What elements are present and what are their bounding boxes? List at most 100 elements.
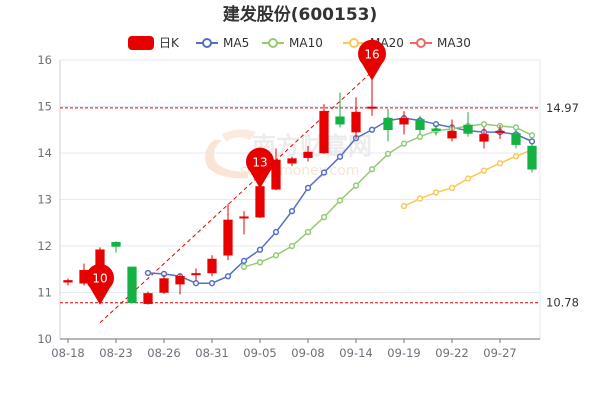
trend-line — [99, 71, 373, 324]
y-tick-label: 16 — [37, 53, 52, 67]
x-tick-label: 08-31 — [195, 346, 228, 360]
ma5-point — [208, 280, 216, 287]
candle-body — [191, 273, 201, 276]
price-pin-label: 16 — [364, 48, 379, 62]
y-tick-label: 10 — [37, 332, 52, 346]
ma10-point — [512, 124, 520, 131]
ma20-point — [432, 189, 440, 196]
ma5-point — [240, 257, 248, 265]
price-pin — [246, 147, 275, 189]
candle-body — [383, 117, 393, 130]
candle-body — [479, 134, 489, 142]
watermark: 南方财富网 southmoney.com — [205, 129, 372, 179]
candle-body — [207, 258, 217, 274]
ma10-point — [288, 242, 296, 250]
candle-body — [127, 266, 137, 303]
x-axis: 08-18 08-23 08-26 08-31 09-05 09-08 09-14 09-19… — [51, 339, 517, 360]
candle-body — [319, 110, 329, 154]
ma10-point — [384, 150, 392, 158]
y-tick-label: 11 — [37, 286, 52, 300]
x-tick-label: 08-26 — [147, 346, 180, 360]
legend-swatch-candle — [128, 36, 154, 50]
ma5-point — [288, 207, 296, 215]
ma10-point — [528, 132, 536, 139]
legend-swatch-dot — [202, 38, 212, 48]
candle-body — [159, 278, 169, 293]
x-tick-label: 09-22 — [435, 346, 468, 360]
candle-body — [447, 130, 457, 139]
candle-body — [303, 151, 313, 158]
candle-body — [143, 293, 153, 304]
candle-body — [431, 128, 441, 131]
ma10-point — [240, 263, 248, 271]
price-pin-label: 13 — [252, 155, 267, 169]
ma10-point — [256, 259, 264, 266]
x-tick-label: 09-19 — [387, 346, 420, 360]
ma20-point — [464, 175, 472, 182]
candle-body — [175, 275, 185, 285]
y-tick-label: 15 — [37, 100, 52, 114]
candle-body — [351, 111, 361, 133]
candle-body — [335, 116, 345, 125]
ma20-point — [512, 153, 520, 160]
ma10-point — [416, 133, 424, 140]
ma5-point — [368, 126, 376, 133]
ma5-point — [336, 153, 344, 160]
candle-body — [367, 106, 377, 109]
ma20-point — [480, 167, 488, 174]
x-tick-label: 09-27 — [483, 346, 516, 360]
legend-swatch-dot — [416, 38, 426, 48]
price-pin — [86, 263, 114, 305]
ma10-point — [336, 197, 344, 204]
legend-swatch-dot — [349, 38, 359, 48]
x-tick-label: 08-23 — [99, 346, 132, 360]
y-tick-label: 14 — [37, 146, 52, 160]
ma10-point — [272, 252, 280, 259]
ma10-point — [400, 140, 408, 147]
candle-body — [463, 124, 473, 134]
candle-body — [511, 133, 521, 145]
chart-title: 建发股份(600153) — [223, 4, 378, 25]
candle-body — [287, 158, 297, 164]
reference-line-label: 14.97 — [546, 101, 579, 115]
price-pin — [358, 39, 387, 81]
ma5-point — [304, 184, 312, 192]
price-pin-label: 10 — [92, 272, 107, 286]
x-tick-label: 09-08 — [291, 346, 324, 360]
ma5-point — [144, 269, 152, 277]
candle-body — [111, 242, 121, 247]
legend-swatch-dot — [268, 38, 278, 48]
x-tick-label: 09-14 — [339, 346, 372, 360]
candle-body — [495, 130, 505, 133]
ma5-point — [192, 280, 200, 287]
ma20-point — [448, 184, 456, 192]
ma5-point — [256, 246, 264, 253]
ma10-point — [368, 166, 376, 173]
ma10-point — [480, 121, 488, 128]
chart-legend: 日K MA5 MA10 MA20 MA30 — [128, 36, 471, 50]
candle-body — [415, 119, 425, 130]
x-tick-label: 08-18 — [51, 346, 84, 360]
reference-lines: 14.97 10.78 — [60, 101, 579, 310]
candle-body — [239, 216, 249, 219]
candle-body — [399, 117, 409, 125]
ma10-point — [320, 214, 328, 221]
ma10-point — [352, 182, 360, 189]
ma5-point — [272, 228, 280, 236]
y-axis: 10 11 12 13 14 15 16 — [37, 53, 52, 346]
ma20-point — [496, 160, 504, 167]
ma5-point — [320, 169, 328, 176]
y-tick-label: 13 — [37, 193, 52, 207]
candle-body — [223, 219, 233, 256]
trend-lines — [99, 71, 373, 324]
candle-body — [63, 280, 73, 283]
ma20-point — [416, 195, 424, 202]
candle-body — [271, 159, 281, 190]
legend-label-日k: 日K — [159, 36, 180, 50]
ma10-point — [304, 228, 312, 236]
price-markers: 10 13 16 — [86, 39, 387, 305]
legend-label-ma30: MA30 — [437, 36, 471, 50]
candle-body — [527, 145, 537, 170]
grid — [59, 59, 541, 340]
watermark-logo — [205, 129, 256, 179]
